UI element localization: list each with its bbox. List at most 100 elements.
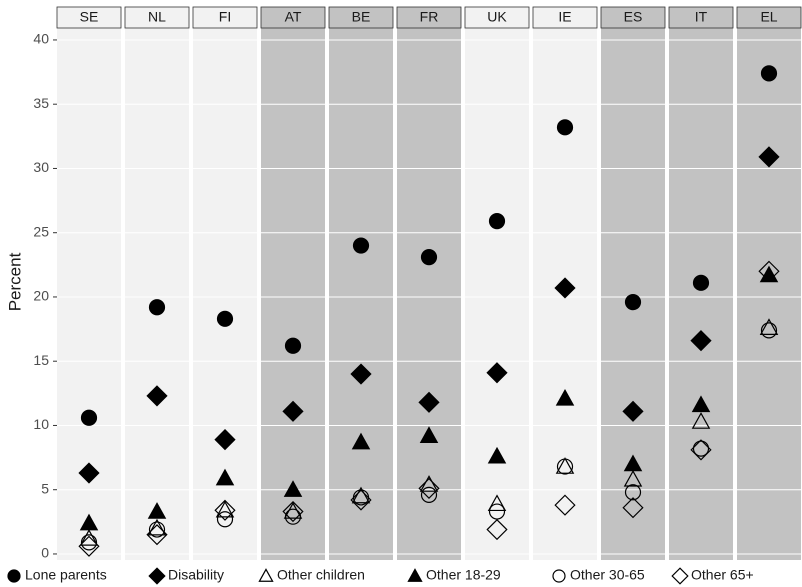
panel xyxy=(737,28,801,560)
strip xyxy=(600,6,666,29)
strip-label: IE xyxy=(558,9,571,25)
point xyxy=(79,529,99,546)
point xyxy=(78,462,100,484)
point xyxy=(351,432,371,450)
point xyxy=(488,213,506,230)
point xyxy=(554,277,576,299)
point xyxy=(215,468,235,486)
legend-marker xyxy=(7,569,21,583)
point xyxy=(622,400,644,422)
point xyxy=(624,484,642,501)
legend-label: Other 30-65 xyxy=(570,567,645,583)
point xyxy=(147,502,167,519)
point xyxy=(80,409,98,426)
point xyxy=(760,322,778,339)
point xyxy=(758,260,780,282)
point xyxy=(148,521,166,538)
panel xyxy=(329,28,393,560)
point xyxy=(350,489,372,511)
point xyxy=(146,524,168,546)
point xyxy=(419,426,439,443)
panel xyxy=(669,28,733,560)
strip-label: IT xyxy=(695,9,708,25)
legend-marker xyxy=(258,568,274,582)
strip xyxy=(736,6,802,29)
strip xyxy=(464,6,530,29)
point xyxy=(758,146,780,168)
point xyxy=(622,497,644,519)
strip xyxy=(56,6,122,29)
legend-label: Other 18-29 xyxy=(426,567,501,583)
point xyxy=(80,534,98,551)
point xyxy=(555,388,575,406)
y-tick-label: 10 xyxy=(33,416,49,432)
point xyxy=(418,477,440,500)
strip xyxy=(668,6,734,29)
strip xyxy=(396,6,462,29)
point xyxy=(214,428,236,451)
strip-label: SE xyxy=(80,9,99,25)
point xyxy=(760,65,778,82)
strip-label: EL xyxy=(760,9,777,25)
point xyxy=(215,500,235,518)
strip-label: NL xyxy=(148,9,166,25)
point xyxy=(690,439,712,461)
point xyxy=(282,400,304,422)
point xyxy=(216,310,234,327)
strip-label: AT xyxy=(285,9,302,25)
point xyxy=(351,486,371,504)
strip xyxy=(260,6,326,29)
strip-label: ES xyxy=(624,9,643,25)
point xyxy=(623,454,643,472)
strip xyxy=(192,6,258,29)
point xyxy=(283,480,303,497)
y-tick-label: 15 xyxy=(33,352,49,368)
point xyxy=(691,395,711,413)
strip-label: BE xyxy=(352,9,371,25)
y-tick-label: 40 xyxy=(33,31,49,47)
point xyxy=(350,363,372,385)
point xyxy=(418,391,440,413)
panel xyxy=(465,28,529,560)
point xyxy=(692,274,710,291)
strip-label: FR xyxy=(420,9,439,25)
point xyxy=(555,457,575,474)
point xyxy=(284,337,302,354)
point xyxy=(486,518,508,541)
y-tick-label: 25 xyxy=(33,223,49,239)
y-tick-label: 0 xyxy=(41,545,49,561)
legend-marker xyxy=(552,569,566,583)
point xyxy=(759,318,779,335)
strip xyxy=(124,6,190,29)
point xyxy=(352,237,370,254)
legend-label: Other 65+ xyxy=(691,567,754,583)
point xyxy=(420,249,438,266)
panel xyxy=(261,28,325,560)
y-tick-label: 20 xyxy=(33,288,49,304)
y-axis-title: Percent xyxy=(5,252,24,311)
point xyxy=(691,412,711,429)
point xyxy=(623,469,643,487)
y-tick-label: 30 xyxy=(33,159,49,175)
legend-label: Lone parents xyxy=(25,567,107,583)
strip xyxy=(328,6,394,29)
point xyxy=(556,119,574,136)
point xyxy=(556,458,574,475)
point xyxy=(78,535,100,557)
point xyxy=(690,330,712,352)
point xyxy=(486,362,508,384)
panel xyxy=(397,28,461,560)
point xyxy=(214,499,236,521)
point xyxy=(624,293,642,311)
strip-label: UK xyxy=(487,9,507,25)
legend-marker xyxy=(407,568,423,582)
legend-marker xyxy=(148,567,166,585)
point xyxy=(216,511,234,528)
legend-marker xyxy=(671,567,689,585)
y-tick-label: 35 xyxy=(33,95,49,111)
point xyxy=(487,494,507,512)
legend-label: Other children xyxy=(277,567,365,583)
point xyxy=(419,475,439,492)
point xyxy=(692,440,710,457)
